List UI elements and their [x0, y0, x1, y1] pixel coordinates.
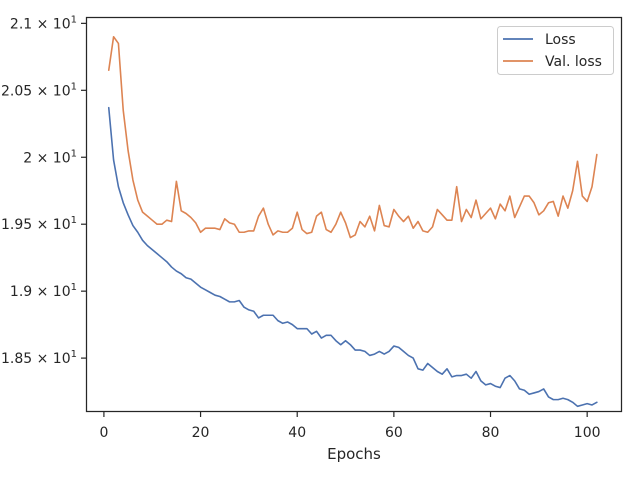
y-tick-label: 1.95 × 101 — [1, 215, 77, 233]
x-tick-label: 60 — [385, 425, 403, 441]
x-tick-label: 100 — [574, 425, 601, 441]
x-tick-label: 40 — [288, 425, 306, 441]
y-tick-label: 2 × 101 — [23, 148, 77, 166]
series-line-loss — [107, 106, 598, 408]
legend-label-loss: Loss — [545, 32, 576, 48]
legend: Loss Val. loss — [497, 26, 614, 75]
x-tick-label: 0 — [99, 425, 108, 441]
plot-frame — [85, 16, 623, 413]
series-line-val-loss — [107, 35, 598, 239]
y-tick-label: 1.85 × 101 — [1, 349, 77, 367]
y-axis: 1.85 × 101 1.9 × 101 1.95 × 101 2 × 101 2.05… — [1, 14, 87, 367]
y-tick-label: 2.05 × 101 — [1, 81, 77, 99]
y-tick-label: 2.1 × 101 — [10, 14, 77, 32]
y-tick-label: 1.9 × 101 — [10, 282, 77, 300]
x-axis-title: Epochs — [327, 445, 381, 463]
series-layer — [107, 35, 598, 408]
x-tick-label: 20 — [192, 425, 210, 441]
x-tick-label: 80 — [482, 425, 500, 441]
legend-label-val-loss: Val. loss — [545, 54, 602, 70]
x-axis: 0 20 40 60 80 100 — [99, 411, 601, 441]
